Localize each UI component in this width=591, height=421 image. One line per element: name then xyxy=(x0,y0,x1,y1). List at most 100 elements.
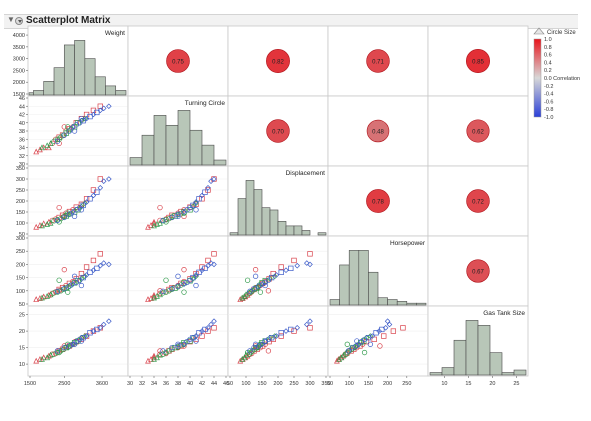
data-point xyxy=(166,286,172,293)
correlation-label: 0.72 xyxy=(472,200,484,206)
x-axis-tick-label: 300 xyxy=(305,381,314,387)
histogram-bar xyxy=(63,44,75,96)
data-point xyxy=(251,286,257,292)
y-axis-tick-label: 15 xyxy=(19,346,25,352)
disclosure-triangle-icon[interactable]: ▼ xyxy=(7,15,15,24)
histogram-bar xyxy=(189,129,203,166)
x-axis-tick-label: 250 xyxy=(289,381,298,387)
x-axis-tick-label: 38 xyxy=(175,381,181,387)
legend-header: Circle Size xyxy=(547,30,576,36)
data-point xyxy=(181,209,187,215)
data-point xyxy=(247,288,253,294)
data-point xyxy=(199,328,205,334)
data-point xyxy=(87,196,93,202)
correlation-bubble xyxy=(266,49,290,73)
data-point xyxy=(87,269,93,275)
data-point xyxy=(100,105,107,112)
variable-label: Gas Tank Size xyxy=(483,310,525,317)
correlation-label: 0.70 xyxy=(272,130,284,136)
correlation-bubble xyxy=(366,49,390,73)
x-axis-tick-label: 44 xyxy=(211,381,217,387)
data-point xyxy=(97,251,103,257)
histogram-bar xyxy=(429,372,443,376)
histogram-bar xyxy=(33,90,45,96)
data-point xyxy=(175,343,181,349)
y-axis-tick-label: 40 xyxy=(19,121,25,127)
data-point xyxy=(265,288,272,294)
data-point xyxy=(211,261,217,268)
data-point xyxy=(196,196,202,202)
histogram-bar xyxy=(489,352,503,376)
y-axis-tick-label: 3500 xyxy=(13,45,25,51)
report-title: Scatterplot Matrix xyxy=(26,15,111,26)
data-point xyxy=(54,217,61,224)
data-point xyxy=(288,326,294,333)
data-point xyxy=(66,211,73,217)
data-point xyxy=(252,343,259,349)
data-point xyxy=(246,351,252,357)
data-point xyxy=(268,335,275,341)
data-point xyxy=(47,291,54,298)
y-axis-tick-label: 200 xyxy=(16,262,25,268)
data-point xyxy=(151,354,157,361)
data-point xyxy=(371,336,377,342)
histogram-bar xyxy=(269,209,279,236)
data-point xyxy=(94,265,100,272)
x-axis-tick-label: 15 xyxy=(465,381,471,387)
data-point xyxy=(151,220,157,227)
data-point xyxy=(175,211,181,217)
data-point xyxy=(163,277,169,283)
y-axis-tick-label: 250 xyxy=(16,249,25,255)
histogram-bar xyxy=(441,367,455,376)
histogram-bar xyxy=(396,301,408,306)
data-point xyxy=(71,273,78,279)
histogram-bar xyxy=(261,207,271,236)
correlation-bubble xyxy=(466,189,490,213)
y-axis-tick-label: 10 xyxy=(19,362,25,368)
histogram-bar xyxy=(317,232,327,236)
x-axis-tick-label: 50 xyxy=(227,381,233,387)
histogram-bar xyxy=(129,157,143,166)
data-point xyxy=(193,282,199,289)
data-point xyxy=(241,292,248,299)
data-point xyxy=(181,281,187,287)
data-point xyxy=(193,270,199,277)
data-point xyxy=(172,344,178,351)
data-point xyxy=(265,348,272,354)
data-point xyxy=(100,178,107,184)
data-point xyxy=(199,196,205,202)
legend-tick-label: 1.0 xyxy=(544,37,552,43)
data-point xyxy=(193,201,199,207)
data-point xyxy=(44,221,51,227)
data-point xyxy=(259,340,265,346)
data-point xyxy=(178,208,184,215)
data-point xyxy=(160,217,166,224)
data-point xyxy=(169,212,175,218)
data-point xyxy=(94,189,100,195)
data-point xyxy=(361,336,368,343)
data-point xyxy=(37,295,43,301)
data-point xyxy=(211,251,217,257)
x-axis-tick-label: 10 xyxy=(441,381,447,387)
histogram-bar xyxy=(177,110,191,166)
x-axis-tick-label: 350 xyxy=(321,381,330,387)
legend-tick-label: -0.4 xyxy=(544,92,553,98)
y-axis-tick-label: 4000 xyxy=(13,33,25,39)
data-point xyxy=(205,325,211,331)
data-point xyxy=(193,207,199,213)
data-point xyxy=(78,282,85,289)
data-point xyxy=(33,357,40,364)
red-triangle-menu-icon[interactable] xyxy=(15,17,23,25)
data-point xyxy=(157,217,163,224)
data-point xyxy=(56,277,62,283)
x-axis-tick-label: 3600 xyxy=(96,381,108,387)
data-point xyxy=(169,344,175,351)
data-point xyxy=(211,318,217,324)
data-point xyxy=(77,336,83,343)
data-point xyxy=(61,124,67,130)
data-point xyxy=(181,340,187,346)
data-point xyxy=(384,318,391,324)
x-axis-tick-label: 200 xyxy=(383,381,392,387)
